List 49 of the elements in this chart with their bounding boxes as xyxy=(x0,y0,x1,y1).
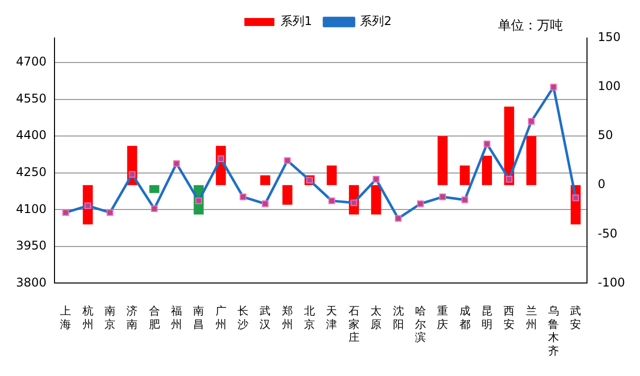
x-tick-label: 成都 xyxy=(459,304,470,331)
x-tick-label: 合肥 xyxy=(148,304,160,331)
x-tick-label: 昆明 xyxy=(481,304,492,331)
bar xyxy=(526,136,536,186)
y-tick-label: 4550 xyxy=(16,91,47,106)
x-tick-label: 南京 xyxy=(104,304,116,331)
bar xyxy=(326,166,337,186)
legend-label: 系列1 xyxy=(280,14,312,28)
x-tick-label: 沈阳 xyxy=(392,304,404,331)
y2-tick-label: 150 xyxy=(598,30,621,44)
y2-tick-label: 100 xyxy=(598,79,621,94)
y2-tick-label: -100 xyxy=(598,275,625,290)
x-tick-label: 兰州 xyxy=(526,304,537,331)
x-tick-label: 上海 xyxy=(60,304,72,331)
x-tick-label: 长沙 xyxy=(238,304,249,331)
x-tick-label: 乌鲁木齐 xyxy=(548,304,559,358)
y2-tick-label: 50 xyxy=(598,128,614,142)
x-tick-label: 北京 xyxy=(304,304,316,331)
x-tick-label: 太原 xyxy=(370,304,382,331)
y-tick-label: 3800 xyxy=(16,275,47,290)
x-tick-label: 重庆 xyxy=(437,304,448,331)
y-tick-label: 4400 xyxy=(16,128,47,142)
x-tick-label: 南昌 xyxy=(193,304,204,331)
bar xyxy=(149,185,160,193)
x-tick-label: 天津 xyxy=(326,304,338,331)
x-tick-label: 武汉 xyxy=(260,304,271,331)
x-tick-label: 福州 xyxy=(171,304,182,331)
legend-label: 系列2 xyxy=(360,14,392,28)
bar xyxy=(438,136,448,186)
x-tick-label: 石家庄 xyxy=(348,304,360,344)
y-tick-label: 4250 xyxy=(16,164,47,179)
x-tick-label: 郑州 xyxy=(282,304,293,331)
y-tick-label: 4700 xyxy=(16,54,47,69)
x-tick-label: 济南 xyxy=(126,304,138,331)
y2-tick-label: 0 xyxy=(598,177,606,192)
bar xyxy=(260,175,270,186)
bar xyxy=(460,166,470,186)
x-tick-label: 西安 xyxy=(504,304,515,331)
y-tick-label: 3950 xyxy=(16,238,47,253)
y-tick-label: 4100 xyxy=(16,202,47,216)
bar xyxy=(371,185,382,215)
x-tick-label: 哈尔滨 xyxy=(414,304,426,344)
bar xyxy=(482,156,492,186)
x-tick-label: 广州 xyxy=(215,304,226,331)
bar xyxy=(282,185,292,205)
x-tick-label: 杭州 xyxy=(81,304,94,331)
text: 单位：万吨 xyxy=(498,18,563,34)
y2-tick-label: -50 xyxy=(598,226,618,240)
x-tick-label: 武安 xyxy=(570,304,582,331)
